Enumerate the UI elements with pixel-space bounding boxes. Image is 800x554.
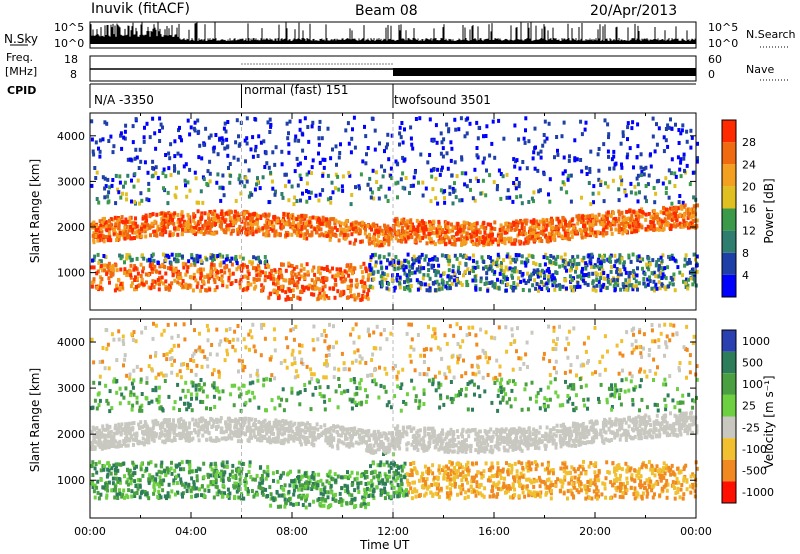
power-colorbar-label-1: 8 [742,247,749,260]
velocity-colorbar-label-0: 1000 [742,335,770,348]
freq-left-top: 18 [64,53,78,66]
noise-sky-trace [89,22,696,44]
station-title: Inuvik (fitACF) [91,1,190,17]
power-colorbar-label-2: 12 [742,225,756,238]
velocity-panel-ylabel: Slant Range [km] [28,367,42,473]
beam-title: Beam 08 [355,3,418,19]
nave-trace-twofsound [393,68,696,76]
date-title: 20/Apr/2013 [590,3,678,19]
velocity-colorbar-swatch-5 [722,438,736,460]
x-tick-label-5: 20:00 [579,525,611,538]
x-tick-label-3: 12:00 [377,525,409,538]
power-colorbar-swatch-1 [722,252,736,275]
velocity-ytick-label-2: 3000 [57,382,85,395]
x-tick-label-2: 08:00 [276,525,308,538]
power-ytick-label-3: 4000 [57,130,85,143]
velocity-ytick-label-1: 2000 [57,428,85,441]
power-colorbar-frame [721,119,737,298]
freq-label: Freq. [6,51,34,64]
velocity-colorbar-swatch-0 [722,330,736,352]
power-colorbar-swatch-5 [722,164,736,187]
noise-left-bottom: 10^0 [54,37,85,50]
power-colorbar-label-0: 4 [742,269,749,282]
velocity-colorbar-swatch-6 [722,459,736,482]
power-colorbar-title: Power [dB] [762,178,776,244]
power-heatmap [90,115,699,302]
velocity-colorbar-swatch-2 [722,373,736,395]
power-colorbar-swatch-0 [722,274,736,297]
cpid-segment-3: twofsound 3501 [394,93,491,107]
velocity-colorbar-label-4: -25 [742,421,760,434]
velocity-ytick-label-0: 1000 [57,474,85,487]
freq-right-bottom: 0 [708,68,715,81]
freq-unit-label: [MHz] [5,65,38,78]
power-colorbar-swatch-4 [722,186,736,209]
velocity-ytick-label-3: 4000 [57,336,85,349]
freq-right-top: 60 [708,53,722,66]
power-ytick-label-1: 2000 [57,221,85,234]
power-colorbar-swatch-3 [722,208,736,231]
x-tick-label-6: 00:00 [680,525,712,538]
x-tick-label-1: 04:00 [175,525,207,538]
cpid-label: CPID [7,84,37,97]
power-colorbar-swatch-2 [722,230,736,253]
velocity-colorbar-label-5: -100 [742,443,767,456]
velocity-colorbar-swatch-3 [722,394,736,417]
cpid-segment-2: normal (fast) 151 [244,83,349,97]
velocity-colorbar-label-3: 25 [742,400,756,413]
power-panel-ylabel: Slant Range [km] [28,158,42,264]
cpid-segment-1: N/A -3350 [94,93,154,107]
velocity-heatmap [90,321,699,510]
velocity-colorbar-label-2: 100 [742,378,763,391]
power-colorbar-swatch-6 [722,142,736,165]
velocity-colorbar-label-1: 500 [742,356,763,369]
velocity-colorbar-swatch-7 [722,481,736,503]
velocity-colorbar-swatch-1 [722,351,736,374]
power-colorbar-swatch-7 [722,120,736,143]
noise-right-bottom: 10^0 [708,37,739,50]
freq-left-bottom: 8 [70,68,77,81]
noise-right-top: 10^5 [708,21,739,34]
nsky-label: N.Sky [4,32,39,46]
power-colorbar-label-6: 28 [742,136,756,149]
velocity-colorbar-title: Velocity [m s⁻¹] [762,375,776,469]
power-ytick-label-0: 1000 [57,267,85,280]
x-tick-label-0: 00:00 [74,525,106,538]
nave-label: Nave [746,63,775,76]
power-colorbar-label-5: 24 [742,158,756,171]
x-axis-title: Time UT [360,538,410,552]
velocity-colorbar-frame [721,329,737,504]
velocity-colorbar-label-6: -500 [742,465,767,478]
noise-left-top: 10^5 [54,21,85,34]
nsearch-label: N.Search [746,28,796,41]
power-ytick-label-2: 3000 [57,175,85,188]
power-colorbar-label-3: 16 [742,203,756,216]
velocity-colorbar-swatch-4 [722,416,736,439]
velocity-colorbar-label-7: -1000 [742,486,774,499]
x-tick-label-4: 16:00 [478,525,510,538]
power-colorbar-label-4: 20 [742,180,756,193]
